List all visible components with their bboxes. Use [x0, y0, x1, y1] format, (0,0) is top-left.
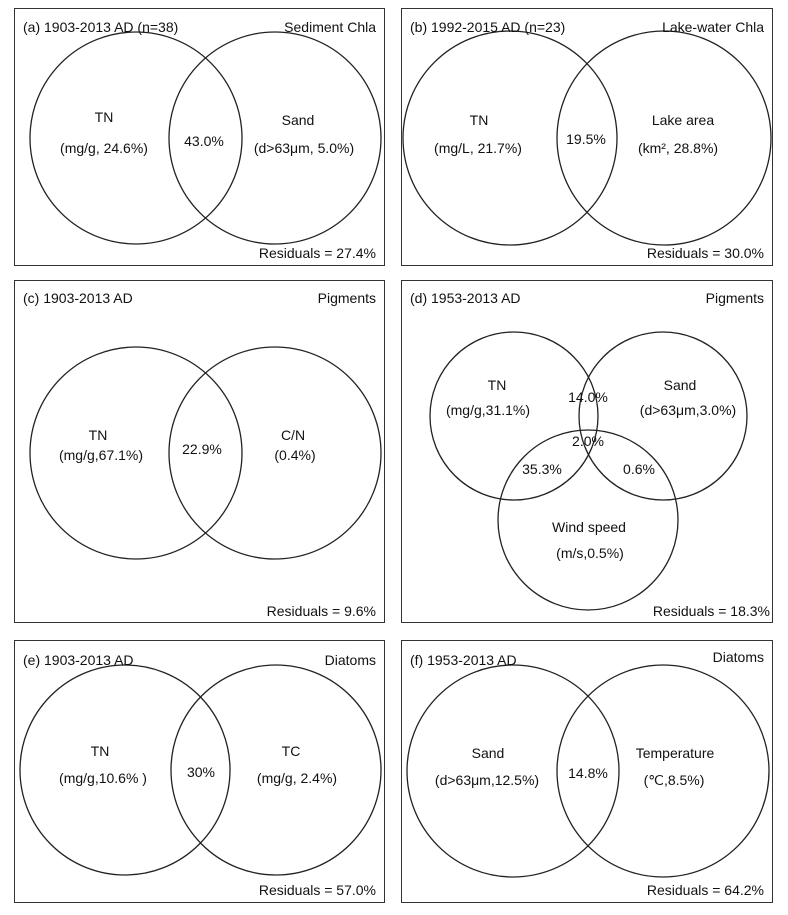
response-variable: Pigments — [317, 290, 376, 306]
overlap-sand-wind: 0.6% — [623, 461, 655, 477]
overlap-tn-wind: 35.3% — [522, 461, 562, 477]
set-detail-tn: (mg/g,31.1%) — [445, 402, 531, 418]
set-name-tn: TN — [94, 109, 114, 125]
set-detail-wind-speed: (m/s,0.5%) — [556, 545, 624, 561]
panel-label: (d) 1953-2013 AD — [410, 290, 521, 306]
residuals: Residuals = 9.6% — [266, 603, 376, 619]
set-name-tn: TN — [487, 377, 507, 393]
set-detail-sand: (d>63μm, 5.0%) — [253, 140, 355, 156]
response-variable: Diatoms — [712, 649, 764, 665]
panel-b: (b) 1992-2015 AD (n=23) Lake-water Chla … — [401, 8, 773, 266]
venn-diagram-d — [429, 331, 748, 611]
set-name-wind-speed: Wind speed — [552, 519, 626, 535]
response-variable: Sediment Chla — [284, 19, 376, 35]
residuals: Residuals = 27.4% — [258, 245, 376, 261]
overlap-value: 22.9% — [182, 441, 222, 457]
residuals: Residuals = 64.2% — [646, 882, 764, 898]
overlap-value: 19.5% — [566, 131, 606, 147]
set-detail-tn: (mg/g, 24.6%) — [60, 140, 148, 156]
panel-label: (b) 1992-2015 AD (n=23) — [410, 19, 566, 35]
set-detail-lake-area: (km², 28.8%) — [637, 140, 719, 156]
circle-lake-area — [556, 30, 772, 246]
panel-label: (f) 1953-2013 AD — [410, 652, 517, 668]
panel-c: (c) 1903-2013 AD Pigments TN (mg/g,67.1%… — [14, 280, 385, 623]
venn-diagram-f — [406, 664, 770, 878]
venn-diagram-a — [29, 31, 382, 245]
circle-tn — [19, 664, 231, 876]
set-name-tc: TC — [281, 743, 301, 759]
circle-sand — [406, 664, 620, 878]
set-detail-tn: (mg/L, 21.7%) — [434, 140, 522, 156]
circle-sand — [168, 31, 382, 245]
residuals: Residuals = 18.3% — [652, 603, 770, 619]
set-detail-cn: (0.4%) — [274, 447, 316, 463]
venn-diagram-e — [19, 664, 382, 876]
residuals: Residuals = 30.0% — [646, 245, 764, 261]
venn-diagram-c — [29, 346, 382, 560]
set-name-cn: C/N — [280, 427, 306, 443]
circle-tn — [402, 30, 618, 246]
set-detail-tn: (mg/g,67.1%) — [58, 447, 144, 463]
set-name-sand: Sand — [663, 377, 697, 393]
set-detail-sand: (d>63μm,12.5%) — [434, 772, 540, 788]
set-name-temperature: Temperature — [635, 745, 715, 761]
panel-label: (e) 1903-2013 AD — [23, 652, 134, 668]
response-variable: Pigments — [705, 290, 764, 306]
set-detail-temperature: (℃,8.5%) — [643, 772, 705, 788]
circle-wind-speed — [497, 429, 679, 611]
circle-temperature — [556, 664, 770, 878]
overlap-value: 14.8% — [568, 765, 608, 781]
overlap-value: 30% — [186, 764, 216, 780]
response-variable: Diatoms — [324, 652, 376, 668]
set-name-sand: Sand — [471, 745, 505, 761]
set-name-tn: TN — [88, 427, 108, 443]
overlap-all: 2.0% — [572, 433, 604, 449]
panel-e: (e) 1903-2013 AD Diatoms TN (mg/g,10.6% … — [14, 640, 385, 903]
circle-tn — [29, 346, 243, 560]
circle-sand — [578, 331, 748, 501]
overlap-tn-sand: 14.0% — [568, 389, 608, 405]
venn-diagram-b — [402, 30, 772, 246]
set-name-tn: TN — [90, 743, 110, 759]
residuals: Residuals = 57.0% — [258, 882, 376, 898]
circle-tn — [29, 31, 243, 245]
panel-d: (d) 1953-2013 AD Pigments TN (mg/g,31.1%… — [401, 280, 773, 623]
set-detail-tc: (mg/g, 2.4%) — [256, 770, 338, 786]
panel-a: (a) 1903-2013 AD (n=38) Sediment Chla TN… — [14, 8, 385, 266]
set-name-sand: Sand — [281, 112, 315, 128]
circle-cn — [168, 346, 382, 560]
circle-tc — [170, 664, 382, 876]
panel-label: (a) 1903-2013 AD (n=38) — [23, 19, 179, 35]
circle-tn — [429, 331, 599, 501]
set-name-lake-area: Lake area — [651, 112, 715, 128]
panel-label: (c) 1903-2013 AD — [23, 290, 133, 306]
overlap-value: 43.0% — [184, 133, 224, 149]
set-name-tn: TN — [469, 112, 489, 128]
set-detail-tn: (mg/g,10.6% ) — [59, 770, 147, 786]
set-detail-sand: (d>63μm,3.0%) — [639, 402, 737, 418]
panel-f: (f) 1953-2013 AD Diatoms Sand (d>63μm,12… — [401, 640, 773, 903]
response-variable: Lake-water Chla — [662, 19, 764, 35]
